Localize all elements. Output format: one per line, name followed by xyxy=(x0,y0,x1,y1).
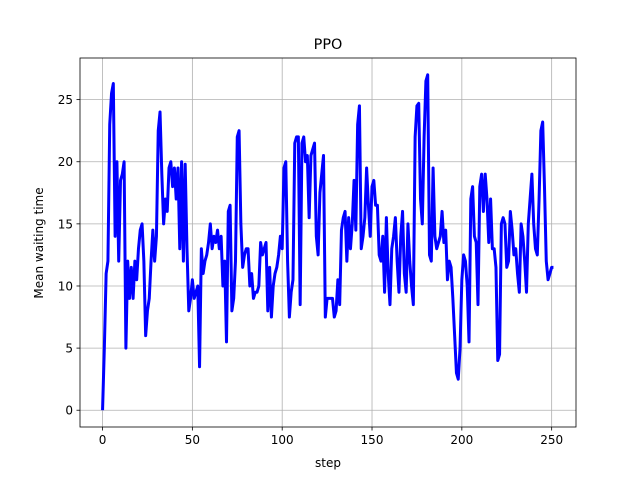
plot-frame xyxy=(79,57,577,428)
x-tick-label: 250 xyxy=(540,433,563,447)
y-tick-label: 20 xyxy=(58,155,73,169)
y-tick-label: 15 xyxy=(58,217,73,231)
y-tick-label: 25 xyxy=(58,93,73,107)
x-axis-label: step xyxy=(315,456,341,470)
data-line xyxy=(101,73,554,411)
x-tick-label: 150 xyxy=(361,433,384,447)
y-tick-label: 0 xyxy=(65,404,73,418)
y-tick-label: 10 xyxy=(58,279,73,293)
y-axis-label: Mean waiting time xyxy=(32,187,46,298)
chart-title: PPO xyxy=(314,37,343,53)
y-tick-label: 5 xyxy=(65,342,73,356)
x-tick-label: 0 xyxy=(99,433,107,447)
x-tick-label: 200 xyxy=(450,433,473,447)
x-tick-label: 50 xyxy=(185,433,200,447)
x-tick-label: 100 xyxy=(271,433,294,447)
